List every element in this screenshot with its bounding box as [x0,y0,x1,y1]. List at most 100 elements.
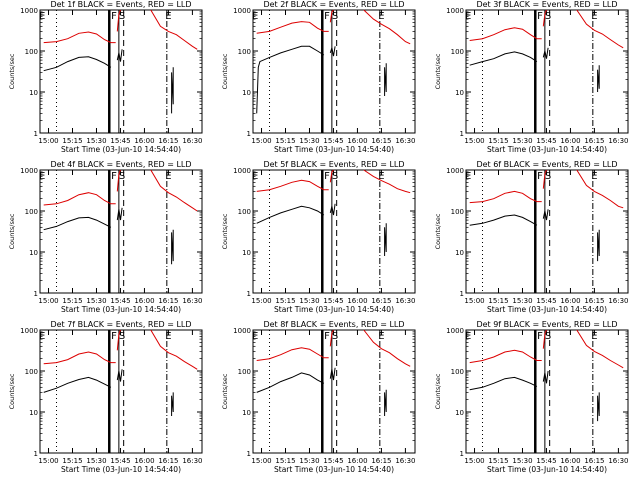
event-annotation: E [591,171,597,182]
y-tick-label: 1000 [446,167,464,175]
series-line [256,347,329,361]
x-axis-label: Start Time (03-Jun-10 14:54:40) [274,305,394,314]
event-annotation: F [111,331,117,342]
chart-title: Det 9f BLACK = Events, RED = LLD [476,320,617,329]
event-annotation: E [252,171,258,182]
series-line [597,229,600,262]
plot-frame [252,9,416,134]
x-tick-label: 16:30 [182,137,202,145]
series-line [329,329,334,347]
x-tick-label: 15:30 [86,297,106,305]
event-annotation: S [545,171,551,182]
series-line [597,65,600,92]
event-annotation: E [465,331,471,342]
series-line [329,46,336,57]
y-tick-label: 10 [242,89,251,97]
x-axis-label: Start Time (03-Jun-10 14:54:40) [61,465,181,474]
x-tick-label: 16:15 [371,297,391,305]
y-axis-label: Counts/sec [8,53,16,89]
y-axis-label: Counts/sec [221,213,229,249]
x-tick-label: 15:00 [251,297,271,305]
series-line [150,169,198,212]
x-axis-label: Start Time (03-Jun-10 14:54:40) [274,145,394,154]
event-annotation: S [332,171,338,182]
event-annotation: E [165,331,171,342]
series-line [116,49,123,62]
y-tick-label: 100 [25,48,38,56]
event-annotation: F [111,11,117,22]
chart-panel: Det 3f BLACK = Events, RED = LLD 1 10 100 10… [434,0,629,154]
x-tick-label: 16:30 [608,297,628,305]
x-tick-label: 16:15 [371,137,391,145]
x-tick-label: 16:15 [158,137,178,145]
series-line [469,376,538,391]
series-line [384,223,387,256]
series-line [116,207,123,221]
x-tick-label: 15:00 [464,297,484,305]
x-tick-label: 16:30 [395,297,415,305]
series-line [256,21,329,34]
x-tick-label: 16:30 [395,137,415,145]
series-line [469,190,542,204]
x-tick-label: 16:30 [182,297,202,305]
y-tick-label: 100 [451,48,464,56]
x-tick-label: 15:15 [62,457,82,465]
y-tick-label: 100 [25,368,38,376]
plot-frame [252,329,416,454]
series-line [363,169,411,194]
x-tick-label: 15:15 [488,457,508,465]
x-tick-label: 16:30 [608,137,628,145]
x-tick-label: 15:00 [251,457,271,465]
event-annotation: S [545,331,551,342]
x-tick-label: 16:30 [395,457,415,465]
y-tick-label: 10 [455,249,464,257]
chart-panel: Det 7f BLACK = Events, RED = LLD 1 10 100 10… [8,320,203,474]
series-line [469,51,538,66]
x-tick-label: 16:00 [347,457,367,465]
event-annotation: F [324,171,330,182]
series-line [329,367,336,381]
y-axis-label: Counts/sec [8,373,16,409]
event-annotation: F [537,331,543,342]
series-line [576,169,624,209]
y-axis-label: Counts/sec [221,53,229,89]
event-annotation: E [378,331,384,342]
event-annotation: E [465,11,471,22]
y-tick-label: 1 [34,450,38,458]
y-tick-label: 10 [242,249,251,257]
y-tick-label: 1 [34,290,38,298]
y-tick-label: 1000 [20,167,38,175]
x-tick-label: 15:45 [110,297,130,305]
y-tick-label: 1000 [20,327,38,335]
event-annotation: F [537,171,543,182]
series-line [384,63,387,96]
series-line [469,349,542,364]
series-line [116,329,121,351]
x-axis-label: Start Time (03-Jun-10 14:54:40) [61,305,181,314]
series-line [329,9,334,23]
x-tick-label: 15:45 [536,457,556,465]
y-axis-label: Counts/sec [434,373,442,409]
x-tick-label: 15:30 [299,297,319,305]
plot-frame [252,169,416,294]
x-tick-label: 16:15 [584,137,604,145]
series-line [329,169,334,183]
chart-title: Det 2f BLACK = Events, RED = LLD [263,0,404,9]
event-annotation: E [165,11,171,22]
series-line [150,329,198,370]
x-tick-label: 16:15 [158,297,178,305]
x-tick-label: 15:15 [275,457,295,465]
series-line [116,169,121,192]
x-axis-label: Start Time (03-Jun-10 14:54:40) [487,465,607,474]
series-line [43,31,116,44]
y-tick-label: 1 [247,130,251,138]
plot-frame [39,9,203,134]
x-tick-label: 15:45 [323,297,343,305]
x-tick-label: 15:00 [38,137,58,145]
series-line [542,370,549,384]
series-line [43,216,112,231]
event-annotation: S [545,11,551,22]
x-tick-label: 15:15 [62,137,82,145]
series-line [542,209,549,221]
